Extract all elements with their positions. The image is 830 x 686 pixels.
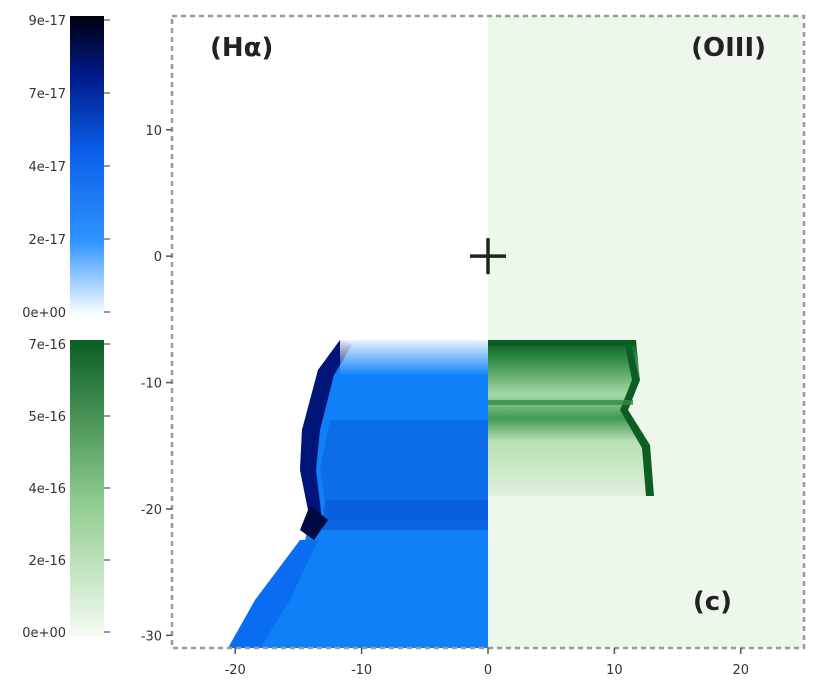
x-tick-label: -20: [225, 663, 246, 678]
x-axis: -20 -10 0 10 20: [225, 648, 749, 678]
x-tick-label: 10: [606, 663, 623, 678]
colorbar-halpha-bar: [70, 16, 104, 316]
colorbar-halpha-tick-label: 0e+00: [22, 306, 66, 321]
colorbar-oiii-tick-label: 4e-16: [28, 482, 66, 497]
colorbar-halpha: 9e-17 7e-17 4e-17 2e-17 0e+00: [22, 14, 110, 321]
colorbar-oiii-tick-label: 7e-16: [28, 338, 66, 353]
panel-label-c: (c): [693, 587, 732, 617]
plot-area: [172, 16, 804, 648]
colorbar-halpha-tick-label: 7e-17: [28, 87, 66, 102]
y-tick-label: -20: [141, 503, 162, 518]
oiii-emission: [488, 340, 654, 496]
x-tick-label: -10: [351, 663, 372, 678]
x-tick-label: 20: [733, 663, 750, 678]
center-marker: [470, 238, 506, 275]
oiii-background: [488, 16, 804, 648]
colorbar-oiii-tick-label: 5e-16: [28, 410, 66, 425]
colorbar-oiii: 7e-16 5e-16 4e-16 2e-16 0e+00: [22, 338, 110, 641]
colorbar-halpha-tick-label: 4e-17: [28, 160, 66, 175]
y-tick-label: -10: [141, 377, 162, 392]
colorbar-oiii-tick-label: 2e-16: [28, 554, 66, 569]
y-tick-label: -30: [141, 629, 162, 644]
y-tick-label: 10: [145, 124, 162, 139]
colorbar-halpha-tick-label: 2e-17: [28, 233, 66, 248]
panel-label-halpha: (Hα): [210, 33, 273, 63]
colorbar-oiii-tick-label: 0e+00: [22, 626, 66, 641]
y-tick-label: 0: [154, 250, 162, 265]
halpha-emission: [228, 336, 488, 648]
panel-label-oiii: (OIII): [691, 33, 766, 63]
x-tick-label: 0: [484, 663, 492, 678]
colorbar-oiii-bar: [70, 340, 104, 636]
y-axis: 10 0 -10 -20 -30: [141, 124, 172, 644]
colorbar-halpha-tick-label: 9e-17: [28, 14, 66, 29]
